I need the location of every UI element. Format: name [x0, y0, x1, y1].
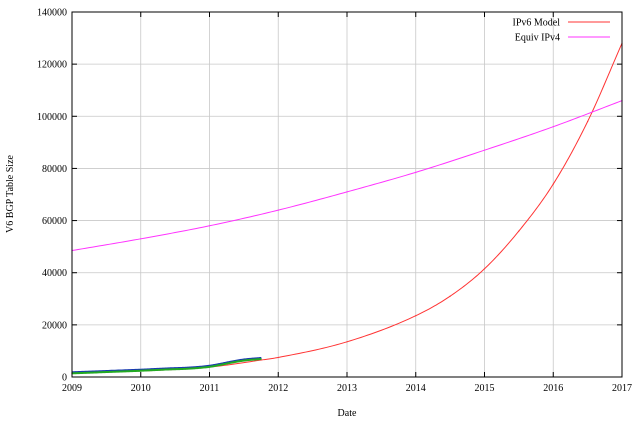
- data-point: [415, 171, 417, 173]
- x-axis-label: Date: [338, 408, 357, 419]
- x-tick-label: 2012: [268, 383, 288, 394]
- x-tick-label: 2016: [543, 383, 563, 394]
- y-tick-label: 80000: [42, 164, 67, 175]
- data-point: [105, 371, 107, 373]
- data-point: [587, 120, 589, 123]
- data-point: [229, 362, 231, 364]
- legend: IPv6 Model Equiv IPv4: [513, 18, 610, 44]
- data-point: [260, 358, 262, 360]
- x-tick-label: 2010: [131, 383, 151, 394]
- y-tick-label: 120000: [37, 60, 67, 71]
- data-point: [483, 149, 486, 151]
- y-tick-label: 0: [62, 373, 67, 384]
- y-axis-ticks: 0 20000 40000 60000 80000 100000 120000 140000: [37, 8, 622, 384]
- data-point: [208, 225, 211, 227]
- grid-lines: [71, 11, 623, 378]
- series-line-measured-3: [71, 358, 262, 375]
- data-point: [277, 356, 279, 359]
- data-point: [277, 209, 279, 211]
- data-point: [219, 364, 221, 366]
- y-tick-label: 20000: [42, 320, 67, 331]
- data-point: [415, 315, 417, 317]
- x-tick-label: 2009: [62, 383, 82, 394]
- series-line-measured-2: [71, 356, 262, 374]
- data-point: [552, 126, 554, 128]
- y-tick-label: 60000: [42, 216, 67, 227]
- data-point: [552, 183, 554, 185]
- data-point: [140, 370, 142, 372]
- y-tick-label: 100000: [37, 112, 67, 123]
- data-point: [167, 368, 169, 371]
- x-tick-label: 2011: [200, 383, 220, 394]
- data-point: [188, 368, 190, 370]
- data-point: [243, 359, 245, 362]
- x-tick-label: 2017: [612, 383, 632, 394]
- data-point: [346, 341, 348, 343]
- y-tick-label: 140000: [37, 8, 67, 19]
- data-point: [518, 230, 520, 232]
- y-tick-label: 40000: [42, 268, 67, 279]
- data-point: [346, 191, 348, 193]
- data-point: [483, 268, 486, 270]
- series-layer: [71, 42, 623, 375]
- legend-label: IPv6 Model: [513, 18, 561, 29]
- data-point: [140, 238, 142, 240]
- x-axis-ticks: 2009 2010 2011 2012 2013 2014 2015 2016 2017: [62, 12, 632, 394]
- data-point: [208, 366, 211, 368]
- x-tick-label: 2013: [337, 383, 357, 394]
- data-point: [449, 295, 451, 297]
- x-tick-label: 2014: [406, 383, 426, 394]
- y-axis-label: V6 BGP Table Size: [5, 154, 16, 232]
- legend-label: Equiv IPv4: [515, 33, 560, 44]
- x-tick-label: 2015: [475, 383, 495, 394]
